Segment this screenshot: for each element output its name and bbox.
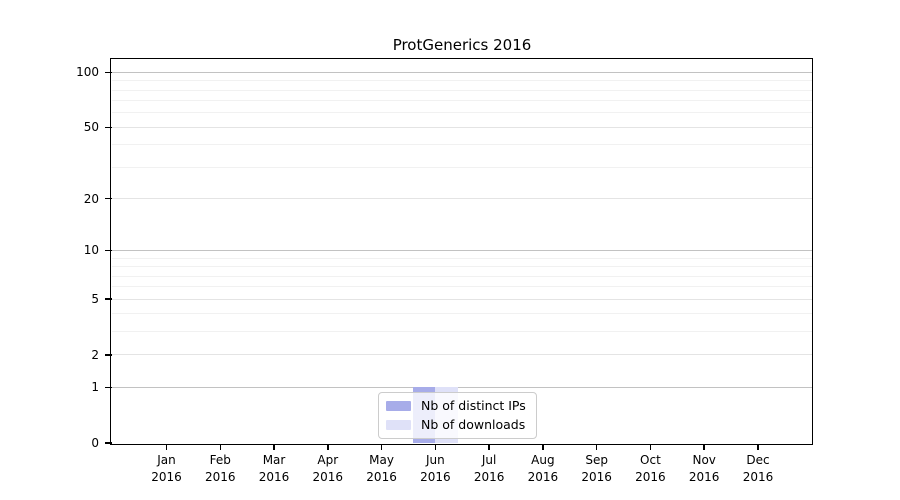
x-tick-label-jan: Jan 2016 <box>139 452 195 485</box>
x-label-year: 2016 <box>635 469 666 484</box>
gridline-y70 <box>112 100 812 102</box>
y-tick-5 <box>105 298 112 300</box>
gridline-y3 <box>112 331 812 333</box>
x-tick-jul <box>488 444 490 450</box>
gridline-y8 <box>112 266 812 268</box>
legend-entry-0: Nb of distinct IPs <box>386 398 526 414</box>
y-axis: 0 1 2 5 10 20 50 100 <box>0 60 112 450</box>
x-label-year: 2016 <box>688 469 720 484</box>
x-label-month: Dec <box>746 453 770 467</box>
x-tick-feb <box>219 444 222 450</box>
x-tick-label-sep: Sep 2016 <box>569 452 625 485</box>
gridline-y4 <box>112 313 812 315</box>
gridline-y60 <box>112 112 812 114</box>
x-label-year: 2016 <box>366 469 397 484</box>
x-tick-label-feb: Feb 2016 <box>192 452 248 485</box>
x-label-month: Aug <box>531 453 555 467</box>
x-label-month: Sep <box>585 453 608 467</box>
x-label-month: May <box>369 453 394 467</box>
x-tick-label-apr: Apr 2016 <box>300 452 356 485</box>
x-label-year: 2016 <box>151 469 182 484</box>
y-tick-50 <box>105 126 112 129</box>
legend-swatch-1 <box>386 420 411 430</box>
x-tick-label-nov: Nov 2016 <box>676 452 732 485</box>
x-tick-may <box>380 444 383 450</box>
x-label-month: Feb <box>209 453 231 467</box>
gridline-y100 <box>112 71 812 73</box>
y-tick-10 <box>105 249 112 252</box>
chart-title: ProtGenerics 2016 <box>392 36 532 54</box>
x-tick-label-oct: Oct 2016 <box>622 452 678 485</box>
x-tick-aug <box>542 444 544 450</box>
y-tick-label: 2 <box>91 347 99 362</box>
gridline-y1 <box>112 386 812 388</box>
x-label-month: Jul <box>481 453 497 467</box>
y-tick-label: 0 <box>91 436 99 450</box>
gridline-y20 <box>112 198 812 200</box>
gridline-y7 <box>112 275 812 277</box>
x-label-month: Jan <box>157 453 176 467</box>
y-tick-0 <box>105 442 112 444</box>
legend-entry-1: Nb of downloads <box>386 417 526 433</box>
legend-label-0: Nb of distinct IPs <box>421 398 526 413</box>
gridline-y2 <box>112 354 812 356</box>
x-tick-jun <box>434 444 437 450</box>
y-tick-label: 50 <box>83 120 99 135</box>
x-tick-sep <box>595 444 598 450</box>
x-axis: Jan 2016 Feb 2016 Mar 2016 Apr 2016 May 2016 Jun 20… <box>112 444 812 496</box>
y-tick-1 <box>105 386 112 389</box>
x-label-year: 2016 <box>527 469 559 484</box>
x-label-month: Apr <box>317 453 339 467</box>
y-tick-label: 5 <box>91 292 99 307</box>
x-tick-label-aug: Aug 2016 <box>515 452 571 485</box>
gridline-y10 <box>112 249 812 251</box>
x-label-year: 2016 <box>473 469 505 484</box>
y-tick-label: 20 <box>83 191 99 206</box>
x-label-month: Mar <box>262 453 286 467</box>
plot-area: Nb of distinct IPs Nb of downloads <box>112 60 812 443</box>
x-tick-label-may: May 2016 <box>354 452 410 485</box>
x-tick-dec <box>757 444 759 450</box>
x-label-year: 2016 <box>312 469 344 484</box>
y-tick-2 <box>105 354 112 356</box>
gridline-y5 <box>112 298 812 300</box>
x-label-year: 2016 <box>258 469 290 484</box>
gridline-y80 <box>112 89 812 91</box>
gridline-y30 <box>112 166 812 168</box>
legend-swatch-0 <box>386 401 411 411</box>
y-tick-label: 100 <box>76 65 99 80</box>
gridline-y90 <box>112 80 812 82</box>
gridline-y40 <box>112 144 812 146</box>
legend-label-1: Nb of downloads <box>421 417 526 432</box>
x-tick-label-jun: Jun 2016 <box>407 452 463 485</box>
gridlines-layer <box>112 60 812 443</box>
legend: Nb of distinct IPs Nb of downloads <box>378 392 537 439</box>
x-label-month: Jun <box>425 453 445 467</box>
x-tick-label-mar: Mar 2016 <box>246 452 302 485</box>
x-tick-mar <box>273 444 275 450</box>
x-tick-jan <box>165 444 168 450</box>
y-tick-100 <box>105 71 112 74</box>
y-tick-label: 10 <box>83 243 99 258</box>
gridline-y50 <box>112 126 812 128</box>
x-label-year: 2016 <box>581 469 612 484</box>
y-tick-label: 1 <box>91 380 99 395</box>
x-label-month: Nov <box>692 453 716 467</box>
x-tick-label-dec: Dec 2016 <box>730 452 786 485</box>
y-tick-20 <box>105 197 112 200</box>
x-label-month: Oct <box>640 453 661 467</box>
x-label-year: 2016 <box>742 469 774 484</box>
gridline-y9 <box>112 257 812 259</box>
x-tick-label-jul: Jul 2016 <box>461 452 517 485</box>
x-label-year: 2016 <box>420 469 451 484</box>
x-tick-apr <box>327 444 329 450</box>
x-tick-oct <box>649 444 652 450</box>
x-tick-nov <box>703 444 705 450</box>
x-label-year: 2016 <box>204 469 236 484</box>
gridline-y6 <box>112 286 812 288</box>
bars-layer <box>112 60 812 443</box>
